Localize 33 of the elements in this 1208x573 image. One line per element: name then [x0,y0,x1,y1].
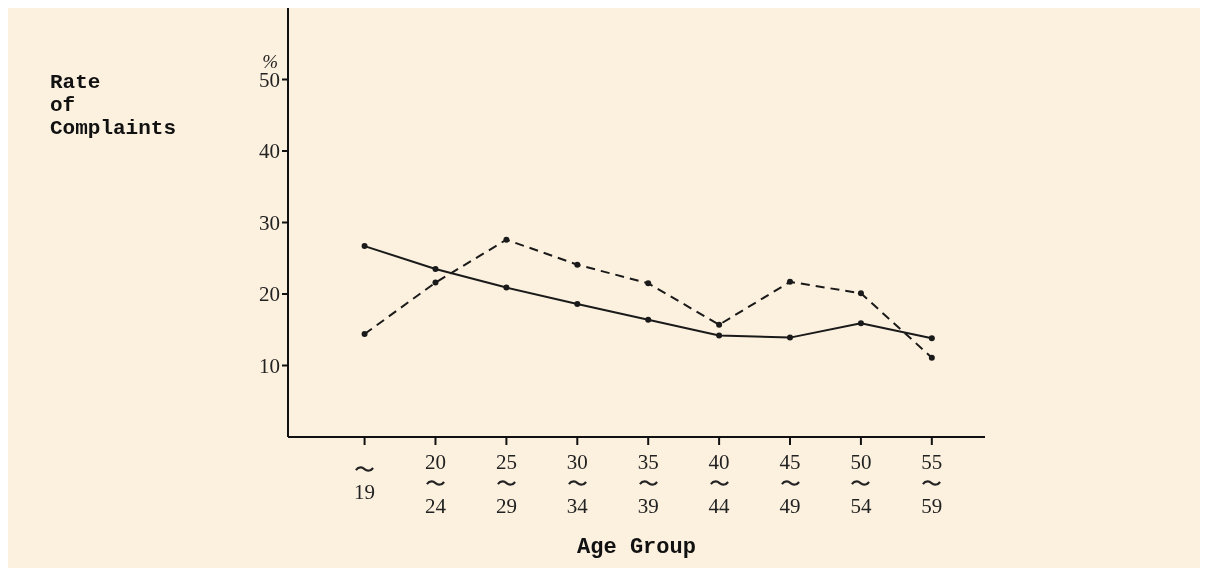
point [574,301,581,308]
y-tick-label: 10 [259,353,280,378]
y-tick-label: 20 [259,282,280,307]
point [928,354,935,361]
x-tick-label: 45 〜 49 [779,450,801,518]
point [716,321,723,328]
x-tick-label: 40 〜 44 [708,450,731,518]
x-tick-label: 35 〜 39 [637,450,659,518]
x-tick-label: 30 〜 34 [566,450,589,518]
point [857,320,864,327]
x-tick-label: 25 〜 29 [495,450,517,518]
point [503,284,510,291]
point [928,335,935,342]
point [787,334,794,341]
point [503,236,510,243]
point [432,265,439,272]
y-tick-label: 30 [259,210,280,235]
point [787,278,794,285]
x-axis-title: Age Group [577,535,696,560]
point [857,290,864,297]
point [645,280,652,287]
x-tick-label: 50 〜 54 [850,450,872,518]
x-tick-label: 〜 19 [354,458,376,504]
point [716,332,723,339]
y-axis-title: Rate of Complaints [50,71,177,140]
y-tick-label: 40 [259,139,280,164]
x-tick-label: 20 〜 24 [424,450,447,518]
x-tick-label: 55 〜 59 [921,450,943,518]
point [432,279,439,286]
point [574,261,581,268]
point [361,331,368,338]
point [645,316,652,323]
point [361,243,368,250]
